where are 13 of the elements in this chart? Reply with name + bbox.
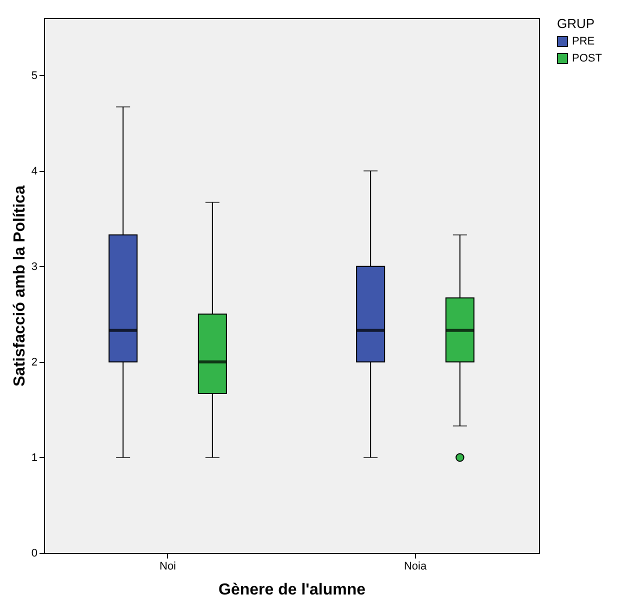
legend-label: PRE [572, 36, 595, 48]
y-tick-label: 1 [31, 452, 38, 464]
x-tick-label: Noia [404, 560, 428, 572]
x-axis-title: Gènere de l'alumne [218, 582, 366, 598]
legend-label: POST [572, 52, 602, 64]
y-tick-label: 0 [31, 548, 38, 560]
legend-title: GRUP [557, 16, 595, 31]
y-tick-label: 2 [31, 356, 38, 368]
x-tick-label: Noi [159, 560, 176, 572]
y-tick-label: 5 [31, 70, 38, 82]
y-axis-title: Satisfacció amb la Política [11, 185, 28, 386]
y-tick-label: 3 [31, 260, 38, 273]
y-tick-label: 4 [31, 165, 38, 178]
